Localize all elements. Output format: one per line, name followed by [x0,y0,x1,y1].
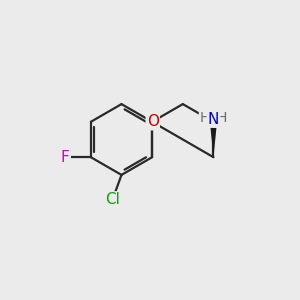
Text: Cl: Cl [105,192,120,207]
Text: H: H [200,111,210,125]
Text: O: O [147,114,159,129]
Text: F: F [61,150,70,165]
Polygon shape [210,124,217,157]
Text: H: H [217,111,227,125]
Text: N: N [208,112,219,127]
